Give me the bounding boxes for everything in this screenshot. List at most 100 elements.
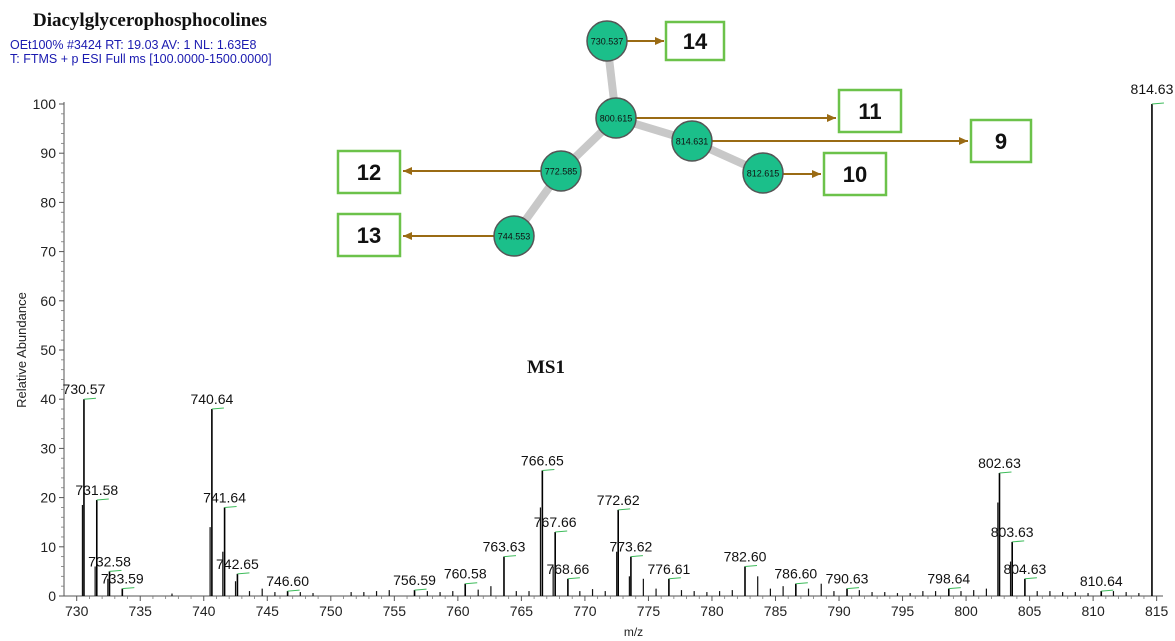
peak-label: 790.63 xyxy=(826,571,869,587)
molecular-network: 14 11 9 10 12 13 730.537 800.615 814.631 812.615 7… xyxy=(336,20,1033,258)
network-node-label: 730.537 xyxy=(591,37,624,47)
peak-label-tick xyxy=(83,397,96,400)
compound-box xyxy=(664,20,726,62)
x-tick-label: 770 xyxy=(573,603,597,619)
peak-label: 798.64 xyxy=(927,571,970,587)
network-node-label: 772.585 xyxy=(545,167,578,177)
peak-label-tick xyxy=(555,530,568,533)
peak-label: 772.62 xyxy=(597,492,640,508)
peak-label-tick xyxy=(224,505,237,508)
peak-label-tick xyxy=(1101,589,1114,592)
network-node-label: 800.615 xyxy=(600,114,633,124)
x-tick-label: 765 xyxy=(510,603,534,619)
network-arrowhead xyxy=(959,137,968,145)
network-node-label: 744.553 xyxy=(498,232,531,242)
axes: 0 10 20 30 40 50 60 70 80 90 100 730 735 740 745 750 755… xyxy=(14,96,1169,639)
peak-label-tick xyxy=(744,564,758,567)
peak-label-tick xyxy=(1024,577,1037,580)
peak-label: 810.64 xyxy=(1080,573,1123,589)
compound-number: 11 xyxy=(858,99,881,124)
peak-label: 731.58 xyxy=(75,482,118,498)
peak-label: 741.64 xyxy=(203,489,246,505)
peak-label-tick xyxy=(1012,540,1025,543)
peak-label-tick xyxy=(503,555,517,558)
network-arrowhead xyxy=(403,167,412,175)
y-tick-label: 40 xyxy=(40,391,56,407)
peak-label: 740.64 xyxy=(190,391,233,407)
peak-label: 760.58 xyxy=(444,566,487,582)
y-tick-label: 100 xyxy=(33,96,57,112)
network-node-label: 812.615 xyxy=(747,169,780,179)
peak-label-tick xyxy=(542,469,555,472)
y-tick-label: 80 xyxy=(40,194,56,210)
network-arrowhead xyxy=(403,232,412,240)
peak-label-tick xyxy=(96,498,109,501)
peak-label: 742.65 xyxy=(216,556,259,572)
y-tick-label: 50 xyxy=(40,342,56,358)
scan-info-line: OEt100% #3424 RT: 19.03 AV: 1 NL: 1.63E8 xyxy=(10,38,257,52)
y-tick-label: 90 xyxy=(40,145,56,161)
compound-box xyxy=(822,151,888,197)
peak-label-tick xyxy=(237,572,250,575)
peak-label: 802.63 xyxy=(978,455,1021,471)
x-tick-label: 790 xyxy=(827,603,851,619)
peak-label: 804.63 xyxy=(1003,561,1046,577)
peak-label-tick xyxy=(567,577,580,580)
x-tick-label: 805 xyxy=(1018,603,1042,619)
peak-label-tick xyxy=(795,582,808,585)
compound-number: 9 xyxy=(995,129,1007,154)
peak-label: 733.59 xyxy=(101,571,144,587)
x-tick-label: 775 xyxy=(637,603,661,619)
peak-label-tick xyxy=(999,471,1012,474)
peak-label: 746.60 xyxy=(266,573,309,589)
network-node xyxy=(493,215,535,257)
panel-label: MS1 xyxy=(527,357,565,378)
compound-box xyxy=(336,149,402,195)
peak-label-tick xyxy=(846,587,860,590)
peak-label-tick xyxy=(1151,102,1164,105)
y-tick-label: 70 xyxy=(40,244,56,260)
compound-number: 10 xyxy=(843,162,867,187)
peak-label: 776.61 xyxy=(647,561,690,577)
network-node xyxy=(595,97,637,139)
network-arrowhead xyxy=(812,170,821,178)
peak-label-tick xyxy=(668,577,681,580)
peak-label-tick xyxy=(211,407,224,410)
network-node xyxy=(586,20,628,62)
peak-label: 763.63 xyxy=(483,539,526,555)
x-tick-label: 755 xyxy=(383,603,407,619)
y-tick-label: 10 xyxy=(40,539,56,555)
peak-label-tick xyxy=(465,582,478,585)
peak-label-tick xyxy=(414,588,427,591)
x-tick-label: 815 xyxy=(1145,603,1169,619)
peak-label-tick xyxy=(109,569,122,572)
x-tick-label: 785 xyxy=(764,603,788,619)
network-arrowhead xyxy=(655,37,664,45)
peak-label-tick xyxy=(630,555,643,558)
x-tick-label: 750 xyxy=(319,603,343,619)
compound-number: 14 xyxy=(683,29,708,54)
compound-box xyxy=(969,118,1033,164)
x-tick-label: 730 xyxy=(65,603,89,619)
y-tick-label: 20 xyxy=(40,490,56,506)
peak-label-tick xyxy=(948,587,961,590)
peak-label: 782.60 xyxy=(724,548,767,564)
peak-label: 730.57 xyxy=(63,381,106,397)
x-tick-label: 745 xyxy=(256,603,280,619)
compound-box xyxy=(837,88,903,134)
peak-labels: 730.57 731.58 732.58 733.59 740.64 741.64 742.… xyxy=(63,81,1174,592)
network-arrowhead xyxy=(827,114,836,122)
y-tick-label: 0 xyxy=(48,588,56,604)
x-tick-label: 760 xyxy=(446,603,470,619)
peak-label: 773.62 xyxy=(609,539,652,555)
peak-label-tick xyxy=(122,587,135,590)
compound-number: 12 xyxy=(357,160,381,185)
peak-label-tick xyxy=(287,589,300,592)
network-node-label: 814.631 xyxy=(676,137,709,147)
x-tick-label: 735 xyxy=(129,603,153,619)
peak-label: 768.66 xyxy=(546,561,589,577)
y-tick-label: 60 xyxy=(40,293,56,309)
x-axis-title: m/z xyxy=(624,625,643,639)
peak-label: 767.66 xyxy=(534,514,577,530)
